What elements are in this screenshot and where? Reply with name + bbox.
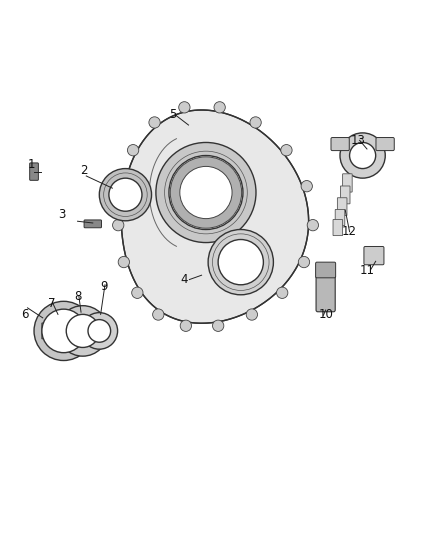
FancyBboxPatch shape	[30, 163, 39, 180]
Circle shape	[212, 320, 224, 332]
Text: 5: 5	[170, 108, 177, 120]
Circle shape	[88, 320, 111, 342]
Text: 8: 8	[74, 290, 81, 303]
Circle shape	[276, 287, 288, 298]
Circle shape	[152, 309, 164, 320]
Text: 10: 10	[318, 308, 333, 321]
Circle shape	[57, 305, 108, 356]
Circle shape	[179, 102, 190, 113]
Circle shape	[169, 156, 243, 230]
Circle shape	[250, 117, 261, 128]
Polygon shape	[42, 320, 68, 341]
Circle shape	[246, 309, 258, 320]
FancyBboxPatch shape	[340, 186, 350, 204]
Text: 13: 13	[351, 134, 366, 147]
FancyBboxPatch shape	[316, 262, 336, 278]
Circle shape	[281, 144, 292, 156]
Circle shape	[132, 287, 143, 298]
Text: 9: 9	[100, 280, 107, 293]
Text: 1: 1	[28, 158, 35, 171]
Circle shape	[34, 301, 93, 360]
Circle shape	[109, 178, 142, 211]
FancyBboxPatch shape	[316, 276, 335, 312]
FancyBboxPatch shape	[335, 209, 345, 225]
Text: 11: 11	[360, 264, 374, 277]
Circle shape	[99, 168, 152, 221]
Circle shape	[340, 133, 385, 178]
FancyBboxPatch shape	[333, 220, 343, 236]
FancyBboxPatch shape	[84, 220, 102, 228]
Circle shape	[350, 142, 376, 168]
Text: 7: 7	[48, 297, 55, 310]
Circle shape	[156, 142, 256, 243]
Circle shape	[81, 313, 117, 349]
Circle shape	[170, 157, 242, 228]
Circle shape	[218, 239, 263, 285]
Circle shape	[113, 220, 124, 231]
Text: 12: 12	[342, 225, 357, 238]
Circle shape	[66, 314, 99, 348]
Text: 3: 3	[59, 208, 66, 221]
Circle shape	[307, 220, 318, 231]
Circle shape	[180, 320, 191, 332]
Text: 4: 4	[180, 273, 188, 286]
FancyBboxPatch shape	[376, 138, 394, 151]
FancyBboxPatch shape	[337, 198, 347, 215]
FancyBboxPatch shape	[331, 138, 349, 151]
Circle shape	[149, 117, 160, 128]
Circle shape	[208, 230, 273, 295]
Circle shape	[301, 181, 312, 192]
FancyBboxPatch shape	[364, 246, 384, 265]
Circle shape	[214, 102, 225, 113]
Circle shape	[127, 144, 139, 156]
Circle shape	[298, 256, 310, 268]
Text: 6: 6	[21, 308, 29, 321]
Circle shape	[180, 166, 232, 219]
Polygon shape	[121, 110, 309, 323]
Circle shape	[42, 309, 85, 353]
FancyBboxPatch shape	[343, 174, 352, 192]
Circle shape	[116, 181, 127, 192]
Circle shape	[118, 256, 130, 268]
Text: 2: 2	[80, 164, 88, 177]
